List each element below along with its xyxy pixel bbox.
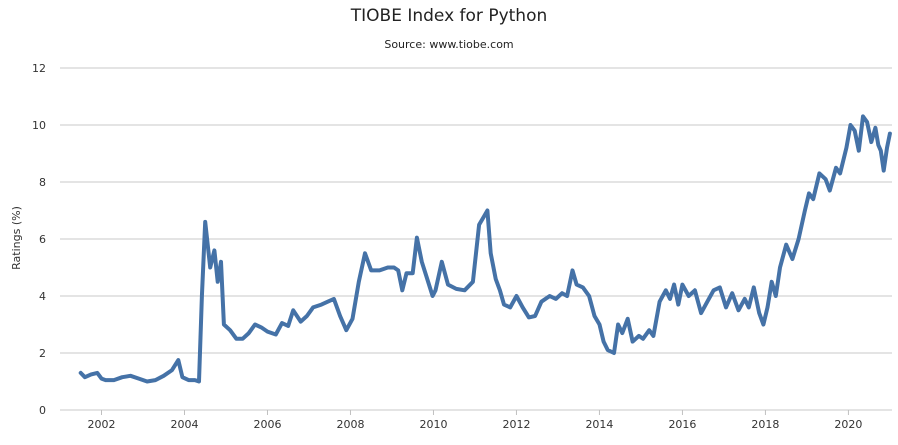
y-axis-ticks: 0 2 4 6 8 10 12	[32, 62, 46, 417]
x-tick-label: 2012	[502, 418, 530, 431]
x-tick-label: 2016	[668, 418, 696, 431]
y-tick-label: 4	[39, 290, 46, 303]
x-tick-label: 2008	[336, 418, 364, 431]
y-axis-label: Ratings (%)	[10, 206, 23, 270]
y-tick-label: 8	[39, 176, 46, 189]
x-tick-label: 2006	[253, 418, 281, 431]
chart-subtitle: Source: www.tiobe.com	[384, 38, 514, 51]
series-line	[78, 114, 892, 384]
x-tick-label: 2020	[834, 418, 862, 431]
y-tick-label: 10	[32, 119, 46, 132]
y-tick-label: 6	[39, 233, 46, 246]
x-tick-label: 2010	[419, 418, 447, 431]
y-tick-label: 0	[39, 404, 46, 417]
y-tick-label: 12	[32, 62, 46, 75]
x-tick-label: 2018	[751, 418, 779, 431]
x-axis-ticks: 2002 2004 2006 2008 2010 2012 2014 2016 2018 2020	[87, 410, 862, 431]
x-tick-label: 2004	[170, 418, 198, 431]
chart-title: TIOBE Index for Python	[350, 6, 548, 26]
series-layer	[78, 114, 892, 384]
x-tick-label: 2014	[585, 418, 613, 431]
y-tick-label: 2	[39, 347, 46, 360]
x-tick-label: 2002	[87, 418, 115, 431]
